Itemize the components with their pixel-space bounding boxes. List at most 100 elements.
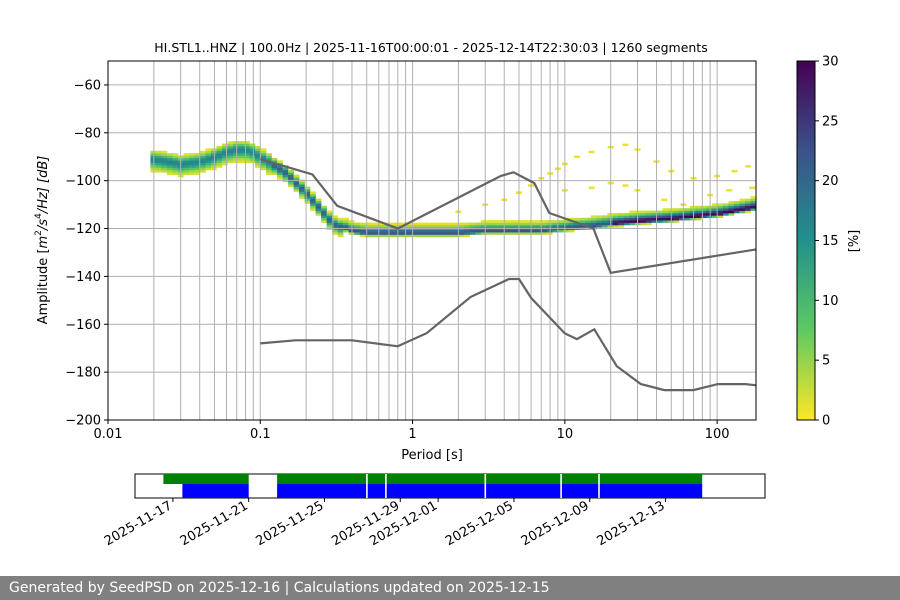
- pdf-cell: [277, 165, 283, 168]
- pdf-cell: [233, 157, 239, 161]
- pdf-cell: [651, 212, 658, 216]
- pdf-cell: [238, 141, 245, 144]
- pdf-cell: [508, 222, 515, 226]
- pdf-cell: [541, 224, 548, 228]
- pdf-cell: [194, 165, 201, 168]
- pdf-cell: [486, 229, 493, 233]
- pdf-cell: [188, 162, 195, 166]
- pdf-cell: [695, 210, 702, 214]
- pdf-cell: [299, 184, 305, 187]
- pdf-cell: [618, 224, 625, 228]
- pdf-cell: [337, 220, 344, 223]
- pdf-cell: [431, 224, 438, 228]
- pdf-cell: [486, 222, 493, 226]
- pdf-cell: [535, 224, 542, 228]
- pdf-cell: [238, 150, 245, 154]
- pdf-cell: [689, 212, 696, 216]
- pdf-cell: [205, 167, 212, 171]
- pdf-cell: [315, 198, 322, 202]
- pdf-cell: [315, 203, 322, 207]
- pdf-cell: [530, 229, 537, 233]
- pdf-cell: [524, 224, 531, 228]
- pdf-cell: [266, 155, 272, 159]
- pdf-cell: [568, 224, 575, 228]
- pdf-cell: [425, 234, 432, 238]
- x-tick-label: 10: [557, 427, 574, 442]
- pdf-cell: [238, 145, 245, 149]
- pdf-cell: [343, 220, 349, 223]
- pdf-cell: [568, 217, 575, 221]
- pdf-cell: [673, 212, 680, 216]
- pdf-cell: [436, 232, 443, 235]
- pdf-cell: [260, 167, 267, 171]
- pdf-cell: [244, 145, 250, 149]
- pdf-cell: [266, 157, 272, 161]
- pdf-cell: [436, 229, 443, 233]
- pdf-cell: [728, 212, 735, 216]
- pdf-cell: [431, 234, 438, 238]
- pdf-cell: [222, 162, 228, 166]
- pdf-cell: [414, 232, 421, 235]
- colorbar-tick-label: 15: [822, 234, 839, 249]
- pdf-cell: [227, 150, 234, 154]
- pdf-cell: [194, 157, 201, 161]
- pdf-cell: [491, 232, 498, 235]
- pdf-cell: [629, 215, 636, 219]
- pdf-cell: [310, 193, 316, 197]
- pdf-cell: [750, 205, 757, 209]
- pdf-cell: [612, 222, 619, 226]
- pdf-cell: [304, 196, 311, 199]
- pdf-cell: [420, 224, 426, 228]
- pdf-cell: [299, 191, 305, 195]
- pdf-cell: [244, 153, 250, 156]
- pdf-cell: [491, 229, 498, 233]
- pdf-cell: [266, 162, 272, 166]
- pdf-cell: [717, 215, 724, 219]
- pdf-cell: [337, 229, 344, 233]
- pdf-cell: [271, 172, 278, 175]
- pdf-cell: [524, 220, 531, 223]
- pdf-cell: [623, 222, 630, 226]
- pdf-cell: [447, 234, 454, 238]
- pdf-cell: [227, 148, 234, 152]
- pdf-cell: [579, 217, 586, 221]
- pdf-cell: [233, 153, 239, 156]
- pdf-cell: [222, 157, 228, 161]
- pdf-cell: [425, 229, 432, 233]
- pdf-cell: [722, 212, 729, 216]
- pdf-cell: [458, 234, 465, 238]
- x-tick-label: 100: [705, 427, 730, 442]
- pdf-cell: [749, 186, 756, 190]
- pdf-cell: [326, 217, 333, 221]
- pdf-cell: [161, 162, 168, 166]
- pdf-cell: [398, 222, 404, 226]
- pdf-cell: [519, 232, 526, 235]
- x-axis-ticks: 0.01 0.1 1 10 100: [94, 420, 730, 442]
- pdf-cell: [585, 217, 592, 221]
- pdf-cell: [711, 215, 718, 219]
- pdf-cell: [266, 172, 272, 175]
- pdf-cell: [475, 232, 482, 235]
- pdf-cell: [315, 205, 322, 209]
- pdf-cell: [588, 186, 595, 190]
- pdf-cell: [321, 215, 327, 219]
- pdf-cell: [678, 210, 685, 214]
- pdf-cell: [249, 150, 256, 154]
- pdf-cell: [293, 184, 300, 187]
- pdf-cell: [161, 165, 168, 168]
- pdf-cell: [310, 208, 316, 211]
- pdf-cell: [612, 212, 619, 216]
- pdf-cell: [288, 174, 294, 178]
- pdf-cell: [370, 232, 377, 235]
- pdf-cell: [277, 167, 283, 171]
- pdf-cell: [623, 215, 630, 219]
- pdf-cell: [194, 162, 201, 166]
- pdf-cell: [700, 205, 707, 209]
- pdf-cell: [365, 222, 371, 226]
- pdf-cell: [711, 205, 718, 209]
- pdf-cell: [199, 155, 206, 159]
- pdf-cell: [656, 212, 663, 216]
- pdf-cell: [623, 220, 630, 223]
- pdf-cell: [271, 157, 278, 161]
- pdf-cell: [530, 232, 537, 235]
